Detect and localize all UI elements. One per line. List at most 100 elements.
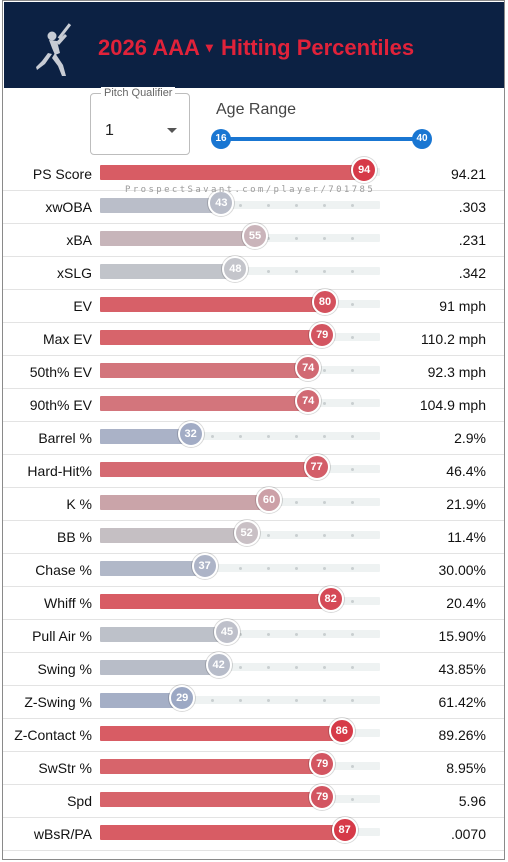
percentile-track: 45 bbox=[100, 619, 380, 645]
track-tick bbox=[323, 699, 326, 702]
metric-value: 61.42% bbox=[438, 694, 486, 710]
track-tick bbox=[351, 270, 354, 273]
track-tick bbox=[267, 237, 270, 240]
track-tick bbox=[351, 468, 354, 471]
percentile-bar bbox=[100, 429, 190, 444]
track-tick bbox=[351, 237, 354, 240]
track-tick bbox=[267, 567, 270, 570]
track-tick bbox=[295, 666, 298, 669]
title-text: Hitting Percentiles bbox=[220, 35, 415, 60]
percentile-badge: 32 bbox=[177, 421, 204, 447]
percentile-bar bbox=[100, 627, 226, 642]
percentile-badge: 79 bbox=[309, 751, 336, 777]
metric-value: .303 bbox=[458, 199, 486, 215]
track-tick bbox=[211, 435, 214, 438]
metric-value: 8.95% bbox=[446, 760, 486, 776]
percentile-badge: 52 bbox=[233, 520, 260, 546]
percentile-track: 43 bbox=[100, 190, 380, 216]
percentile-bar bbox=[100, 825, 344, 840]
track-tick bbox=[239, 204, 242, 207]
percentile-badge: 48 bbox=[222, 256, 249, 282]
track-tick bbox=[239, 435, 242, 438]
track-tick bbox=[295, 270, 298, 273]
age-max-handle[interactable]: 40 bbox=[412, 129, 432, 149]
metric-row: xSLG 48 .342 bbox=[3, 256, 504, 290]
track-tick bbox=[323, 534, 326, 537]
metric-label: Chase % bbox=[35, 562, 92, 578]
metric-label: Barrel % bbox=[38, 430, 92, 446]
metric-row: 50th% EV 74 92.3 mph bbox=[3, 355, 504, 389]
percentile-badge: 45 bbox=[214, 619, 240, 645]
percentile-bar bbox=[100, 693, 182, 708]
metric-row: EV 80 91 mph bbox=[3, 289, 504, 323]
percentile-badge: 60 bbox=[256, 487, 282, 513]
metric-label: Swing % bbox=[37, 661, 92, 677]
dropdown-arrow-icon[interactable] bbox=[167, 128, 177, 133]
percentile-badge: 37 bbox=[191, 553, 218, 579]
track-tick bbox=[323, 567, 326, 570]
percentile-bar bbox=[100, 495, 268, 510]
metric-row: Z-Contact % 86 89.26% bbox=[3, 718, 504, 752]
metric-row: Z-Swing % 29 61.42% bbox=[3, 685, 504, 719]
metric-value: 91 mph bbox=[439, 298, 486, 314]
track-tick bbox=[323, 501, 326, 504]
metric-label: Z-Contact % bbox=[14, 727, 92, 743]
age-range-slider-track[interactable] bbox=[221, 137, 421, 141]
metric-value: 104.9 mph bbox=[419, 397, 486, 413]
track-tick bbox=[323, 237, 326, 240]
percentile-bar bbox=[100, 330, 322, 345]
metric-row: xBA 55 .231 bbox=[3, 223, 504, 257]
metric-value: 20.4% bbox=[446, 595, 486, 611]
pitch-qualifier-select[interactable]: Pitch Qualifier 1 bbox=[90, 87, 190, 155]
percentile-track: 37 bbox=[100, 553, 380, 579]
metric-label: 90th% EV bbox=[29, 397, 92, 413]
percentile-track: 55 bbox=[100, 223, 380, 249]
metric-row: PS Score 94 94.21 bbox=[3, 157, 504, 191]
percentile-track: 79 bbox=[100, 751, 380, 777]
batter-silhouette-icon bbox=[36, 23, 72, 76]
metric-value: .342 bbox=[458, 265, 486, 281]
track-tick bbox=[267, 534, 270, 537]
metric-label: wBsR/PA bbox=[33, 826, 92, 842]
chevron-down-icon[interactable]: ▾ bbox=[205, 39, 213, 55]
percentile-track: 87 bbox=[100, 817, 380, 843]
percentile-badge: 29 bbox=[169, 685, 196, 711]
percentile-bar bbox=[100, 528, 246, 543]
track-tick bbox=[239, 699, 242, 702]
season-level-selector[interactable]: 2026 AAA bbox=[98, 35, 200, 60]
percentile-badge: 79 bbox=[309, 784, 336, 810]
track-tick bbox=[323, 369, 326, 372]
metric-value: 46.4% bbox=[446, 463, 486, 479]
percentile-track: 74 bbox=[100, 388, 380, 414]
metric-row: Whiff % 82 20.4% bbox=[3, 586, 504, 620]
metric-row: Spd 79 5.96 bbox=[3, 784, 504, 818]
metric-row: wBsR/PA 87 .0070 bbox=[3, 817, 504, 851]
percentile-bar bbox=[100, 726, 341, 741]
metric-value: 94.21 bbox=[450, 166, 486, 182]
age-min-handle[interactable]: 16 bbox=[211, 129, 231, 149]
metric-row: Chase % 37 30.00% bbox=[3, 553, 504, 587]
percentile-badge: 79 bbox=[309, 322, 336, 348]
track-tick bbox=[323, 633, 326, 636]
track-tick bbox=[295, 567, 298, 570]
percentile-bar bbox=[100, 396, 308, 411]
metric-row: BB % 52 11.4% bbox=[3, 520, 504, 554]
percentile-track: 60 bbox=[100, 487, 380, 513]
track-tick bbox=[239, 666, 242, 669]
percentile-bar bbox=[100, 660, 218, 675]
percentile-bar bbox=[100, 759, 322, 774]
metric-row: 90th% EV 74 104.9 mph bbox=[3, 388, 504, 422]
track-tick bbox=[295, 501, 298, 504]
metric-row: SwStr % 79 8.95% bbox=[3, 751, 504, 785]
track-tick bbox=[295, 699, 298, 702]
percentile-track: 86 bbox=[100, 718, 380, 744]
metric-row: Pull Air % 45 15.90% bbox=[3, 619, 504, 653]
track-tick bbox=[239, 567, 242, 570]
metric-row: Swing % 42 43.85% bbox=[3, 652, 504, 686]
page-title[interactable]: 2026 AAA ▾ Hitting Percentiles bbox=[98, 35, 414, 61]
track-tick bbox=[351, 633, 354, 636]
metric-value: .231 bbox=[458, 232, 486, 248]
pitch-qualifier-value[interactable]: 1 bbox=[105, 122, 114, 139]
metric-row: Barrel % 32 2.9% bbox=[3, 421, 504, 455]
